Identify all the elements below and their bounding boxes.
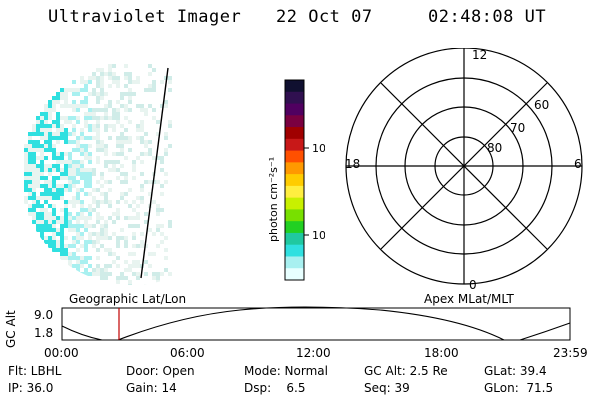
color-bar-step — [285, 268, 304, 281]
status-glon: GLon: 71.5 — [484, 381, 554, 395]
color-bar-step — [285, 91, 304, 105]
status-filter: Flt: LBHL — [8, 364, 62, 378]
altitude-curve — [61, 306, 571, 341]
color-bar-step — [285, 244, 304, 257]
mlt-label-6: 6 — [574, 157, 582, 171]
mlt-label-0: 0 — [469, 278, 477, 292]
tick-10-label: 10 — [312, 229, 325, 242]
color-bar-step — [285, 256, 304, 269]
color-bar-step — [285, 162, 304, 175]
y-tick-1-8: 1.8 — [34, 326, 53, 340]
color-bar-step — [285, 150, 304, 163]
altitude-timeline: 9.0 1.8 — [34, 306, 571, 341]
x-tick-0600: 06:00 — [170, 346, 205, 360]
instrument-title: Ultraviolet Imager — [48, 7, 242, 27]
x-tick-2359: 23:59 — [553, 346, 588, 360]
color-bar-step — [285, 209, 304, 222]
x-tick-1200: 12:00 — [296, 346, 331, 360]
color-bar-step — [285, 127, 304, 140]
color-bar-gradient — [285, 80, 304, 281]
mlat-label-70: 70 — [510, 121, 525, 135]
color-bar: 100 10 photon cm⁻²s⁻¹ — [267, 79, 325, 281]
polar-plot: 12 18 6 0 80 70 60 — [345, 48, 583, 292]
x-tick-1800: 18:00 — [424, 346, 459, 360]
color-bar-step — [285, 221, 304, 234]
status-ip: IP: 36.0 — [8, 381, 54, 395]
unit-label: photon cm⁻²s⁻¹ — [267, 157, 280, 242]
color-bar-step — [285, 197, 304, 210]
mlt-label-18: 18 — [345, 157, 360, 171]
terminator-line — [140, 67, 169, 279]
timeline-y-label: GC Alt — [4, 310, 18, 348]
polar-diagonal-2 — [380, 82, 548, 250]
color-bar-step — [285, 138, 304, 152]
aurora-pixels — [24, 64, 172, 285]
status-gain: Gain: 14 — [126, 381, 177, 395]
color-bar-step — [285, 115, 304, 128]
status-glat: GLat: 39.4 — [484, 364, 547, 378]
timeline-left-title: Geographic Lat/Lon — [69, 292, 187, 306]
mlt-label-12: 12 — [472, 48, 487, 62]
color-bar-step — [285, 80, 304, 93]
date-label: 22 Oct 07 — [276, 7, 373, 27]
mlat-label-80: 80 — [487, 141, 502, 155]
color-bar-step — [285, 232, 304, 246]
y-tick-9: 9.0 — [34, 308, 53, 322]
timeline-right-title: Apex MLat/MLT — [424, 292, 514, 306]
status-seq: Seq: 39 — [364, 381, 410, 395]
color-bar-step — [285, 103, 304, 116]
earth-image — [24, 64, 172, 285]
x-tick-0000: 00:00 — [44, 346, 79, 360]
tick-100-label: 100 — [312, 142, 325, 155]
status-dsp: Dsp: 6.5 — [244, 381, 306, 395]
status-door: Door: Open — [126, 364, 195, 378]
color-bar-step — [285, 174, 304, 187]
time-label: 02:48:08 UT — [428, 7, 547, 27]
status-gc-alt: GC Alt: 2.5 Re — [364, 364, 448, 378]
mlat-label-60: 60 — [534, 98, 549, 112]
status-mode: Mode: Normal — [244, 364, 328, 378]
color-bar-step — [285, 185, 304, 199]
